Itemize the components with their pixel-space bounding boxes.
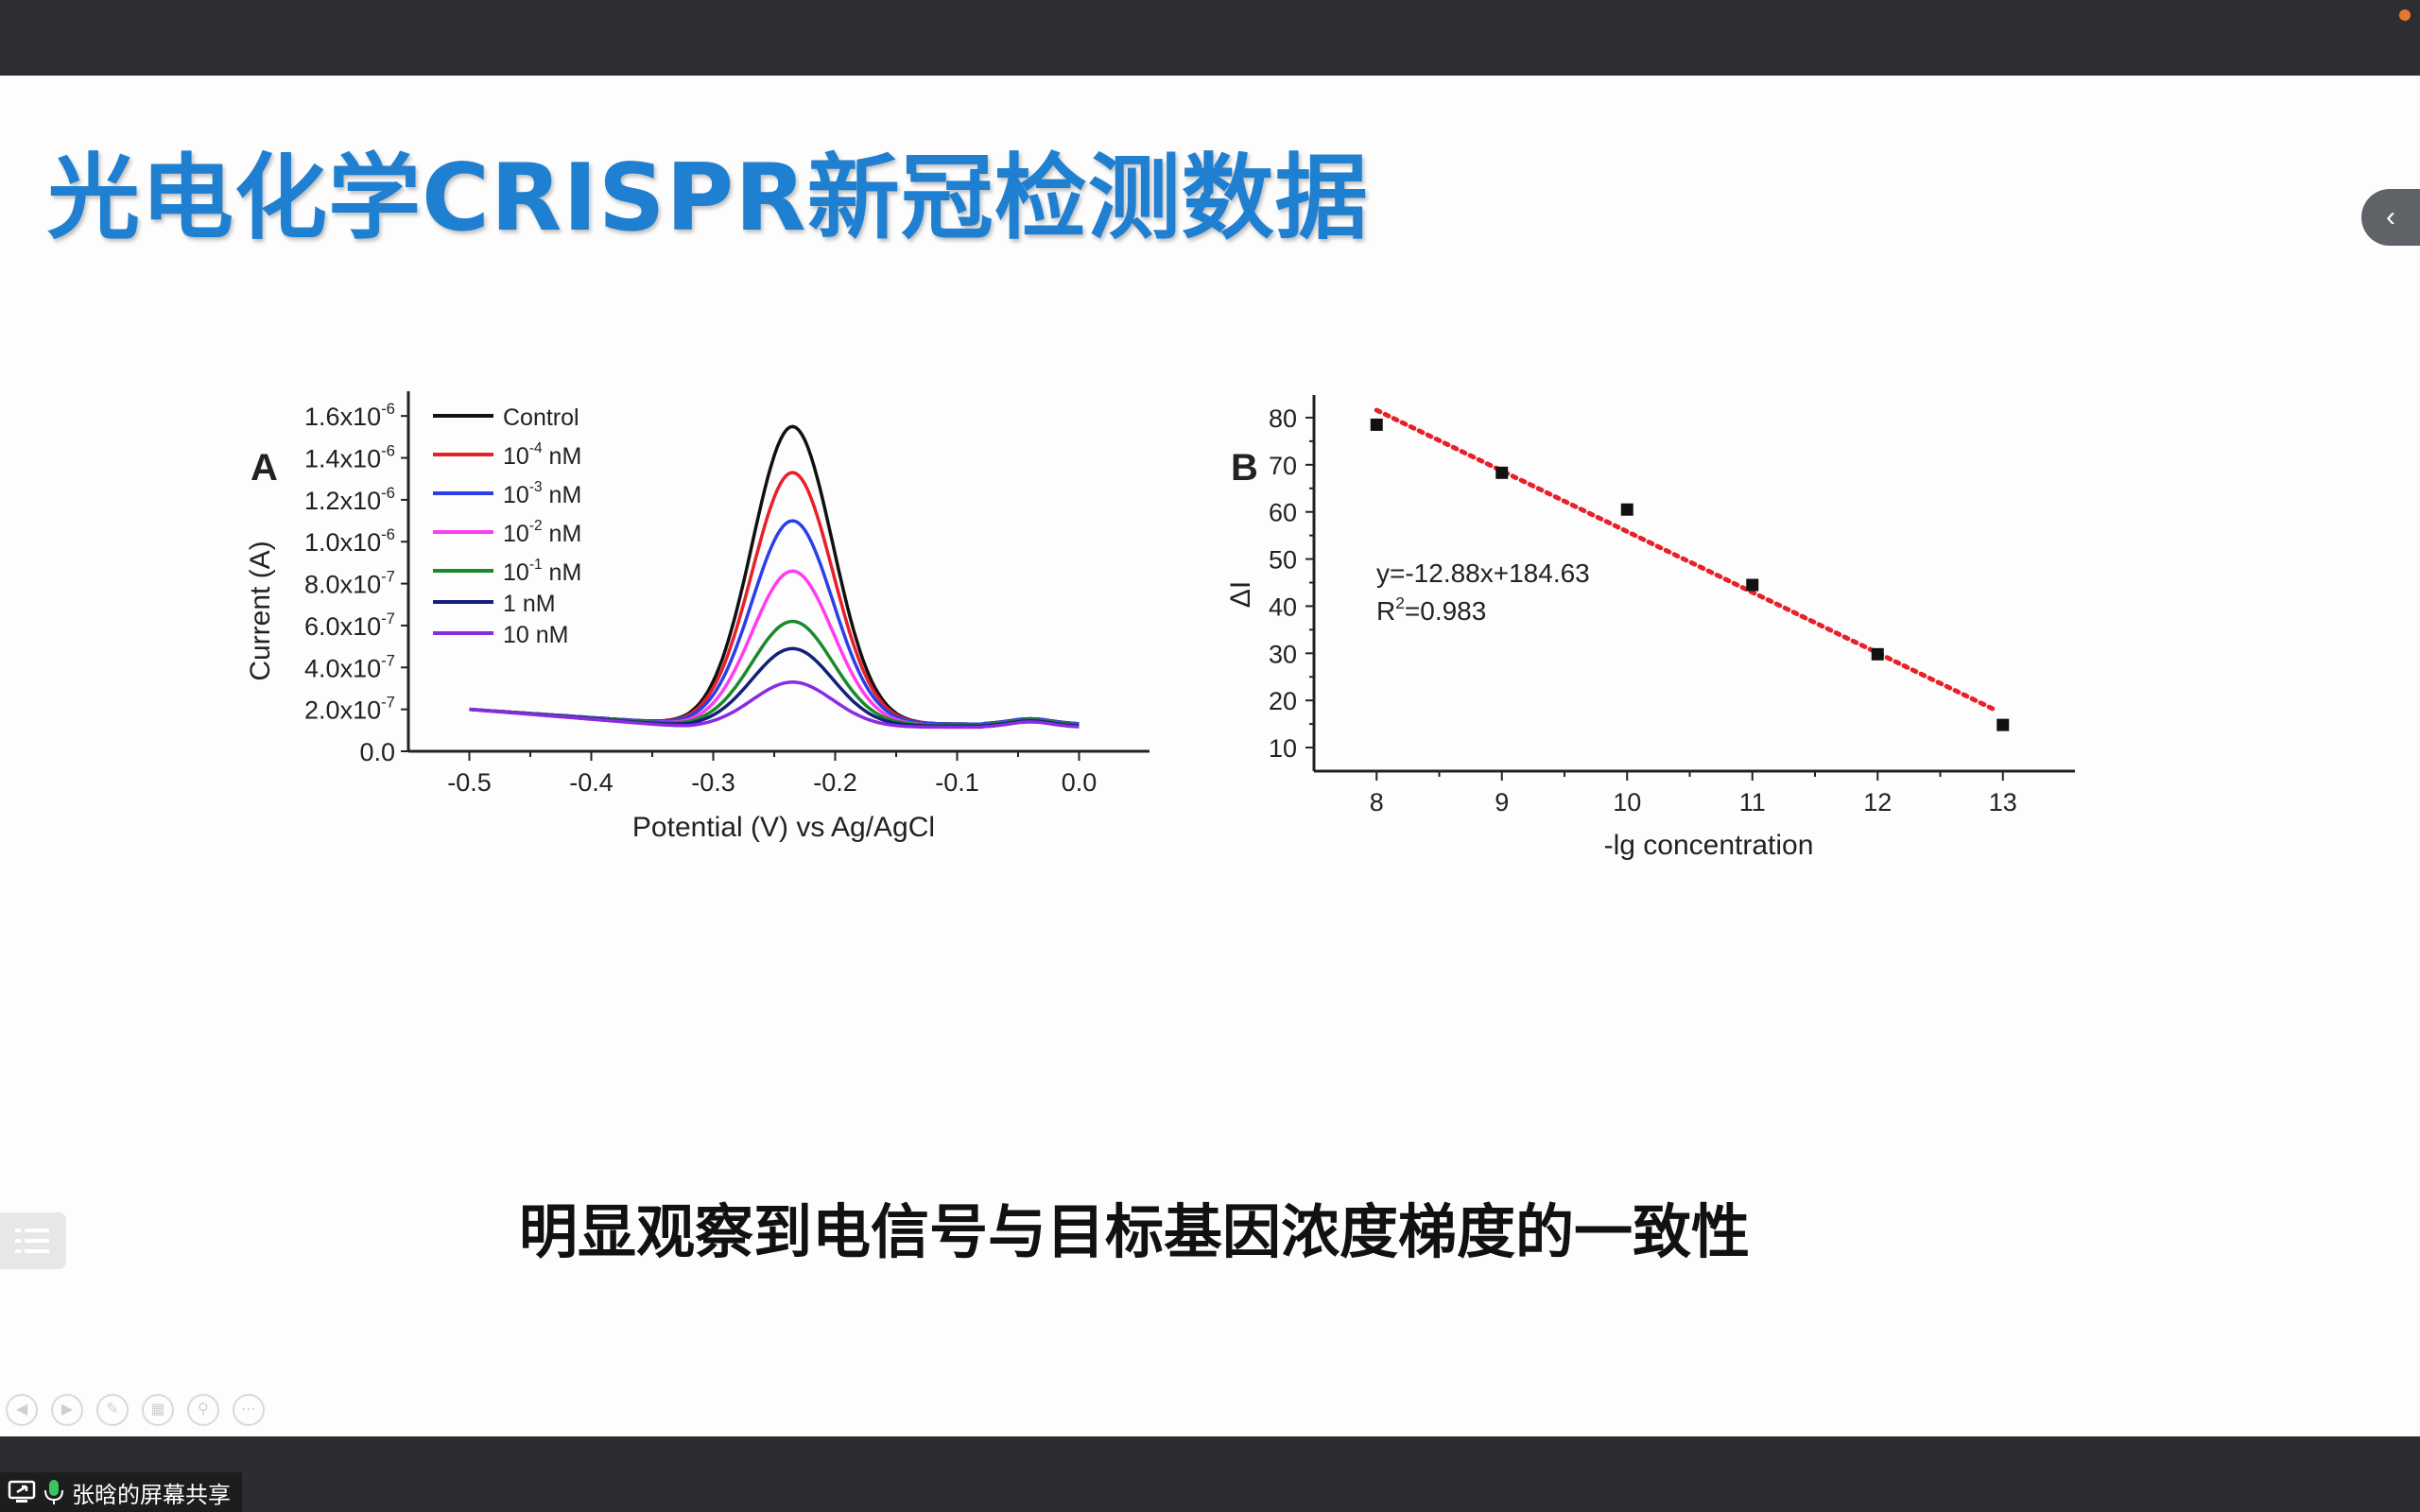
outline-button[interactable] bbox=[0, 1212, 66, 1269]
chart-a-series-line bbox=[469, 680, 1080, 730]
pen-tool-button[interactable]: ✎ bbox=[96, 1394, 129, 1426]
chart-b-svg: B 10 20 30 40 50 60 70 80 8 9 10 11 12 13 -lg concentra… bbox=[1225, 395, 2075, 861]
microphone-icon bbox=[44, 1480, 63, 1504]
chart-b-x-tick-label: 10 bbox=[1613, 788, 1641, 816]
chart-a-x-tick-label: -0.1 bbox=[935, 768, 979, 797]
chart-a-legend-label: 10-2 nM bbox=[503, 518, 581, 547]
notification-dot bbox=[2399, 9, 2411, 21]
collapse-panel-button[interactable]: ‹ bbox=[2361, 189, 2420, 246]
chart-a-y-tick-label: 6.0x10-7 bbox=[304, 610, 395, 641]
zoom-button[interactable]: ⚲ bbox=[187, 1394, 219, 1426]
chart-b-data-point bbox=[1996, 718, 2010, 731]
chevron-left-icon: ‹ bbox=[2386, 201, 2395, 232]
chart-a-legend-label: 10-1 nM bbox=[503, 557, 581, 586]
chart-b-data-point bbox=[1871, 647, 1884, 661]
chart-b-x-label: -lg concentration bbox=[1604, 830, 1814, 861]
chart-a-x-tick-label: 0.0 bbox=[1062, 768, 1098, 797]
chart-b-x-tick-label: 8 bbox=[1370, 788, 1384, 816]
more-icon: ⋯ bbox=[241, 1401, 256, 1418]
arrow-left-icon: ◀ bbox=[15, 1401, 28, 1418]
chart-b-equation: y=-12.88x+184.63 bbox=[1376, 558, 1590, 588]
chart-b-panel-label: B bbox=[1231, 447, 1258, 489]
screen-share-label: 张晗的屏幕共享 bbox=[72, 1481, 231, 1508]
bottom-bar: 张晗的屏幕共享 bbox=[0, 1436, 2420, 1512]
next-slide-button[interactable]: ▶ bbox=[51, 1394, 83, 1426]
chart-b-x-tick-label: 12 bbox=[1863, 788, 1892, 816]
screen-share-icon bbox=[8, 1480, 36, 1503]
arrow-right-icon: ▶ bbox=[60, 1401, 74, 1418]
slide-toolbar: ◀ ▶ ✎ ▦ ⚲ ⋯ bbox=[6, 1394, 265, 1428]
chart-b-data-point bbox=[1746, 578, 1759, 592]
chart-b-y-tick-label: 70 bbox=[1269, 452, 1297, 480]
chart-a-x-label: Potential (V) vs Ag/AgCl bbox=[632, 812, 935, 843]
chart-b-y-tick-label: 60 bbox=[1269, 499, 1297, 527]
conclusion-text: 明显观察到电信号与目标基因浓度梯度的一致性 bbox=[518, 1197, 1750, 1266]
grid-icon: ▦ bbox=[150, 1401, 165, 1418]
magnifier-icon: ⚲ bbox=[198, 1401, 209, 1418]
chart-b-x-tick-label: 9 bbox=[1495, 788, 1509, 816]
chart-a-y-tick-label: 8.0x10-7 bbox=[304, 568, 395, 599]
chart-a-panel-label: A bbox=[251, 447, 278, 489]
screen-share-indicator[interactable]: 张晗的屏幕共享 bbox=[0, 1472, 242, 1512]
chart-b-y-tick-label: 10 bbox=[1269, 734, 1297, 763]
chart-a-svg: A 0.0 2.0x10-7 4.0x10-7 6.0x10-7 8.0x10-7 1.0x… bbox=[245, 391, 1150, 843]
chart-b-r-squared: R2=0.983 bbox=[1376, 593, 1486, 626]
chart-a-y-tick-label: 1.2x10-6 bbox=[304, 484, 395, 515]
chart-b: B 10 20 30 40 50 60 70 80 8 9 10 11 12 13 -lg concentra… bbox=[1210, 359, 2099, 893]
chart-b-data-point bbox=[1620, 503, 1634, 516]
chart-a-legend-label: 10-4 nM bbox=[503, 440, 581, 470]
slide-title: 光电化学CRISPR新冠检测数据 bbox=[47, 145, 1369, 252]
chart-a-legend-label: 10 nM bbox=[503, 622, 568, 648]
chart-b-x-tick-label: 11 bbox=[1739, 788, 1766, 816]
chart-a-y-tick-label: 1.4x10-6 bbox=[304, 442, 395, 473]
chart-a-legend-label: Control bbox=[503, 404, 579, 431]
chart-b-data-point bbox=[1495, 466, 1509, 479]
chart-a-legend-label: 10-3 nM bbox=[503, 479, 581, 508]
slides-grid-button[interactable]: ▦ bbox=[142, 1394, 174, 1426]
chart-a-x-tick-label: -0.5 bbox=[447, 768, 492, 797]
chart-b-y-tick-label: 30 bbox=[1269, 640, 1297, 668]
chart-a-y-tick-label: 4.0x10-7 bbox=[304, 651, 395, 682]
chart-a-y-tick-label: 1.0x10-6 bbox=[304, 525, 395, 557]
chart-b-fit-line bbox=[1374, 407, 1999, 713]
more-options-button[interactable]: ⋯ bbox=[233, 1394, 265, 1426]
presentation-slide: 光电化学CRISPR新冠检测数据 ‹ A 0.0 2.0x10-7 4.0x10-7 6… bbox=[0, 76, 2420, 1436]
chart-b-y-label: ΔI bbox=[1225, 581, 1256, 608]
chart-a-x-tick-label: -0.3 bbox=[691, 768, 735, 797]
chart-b-y-tick-label: 40 bbox=[1269, 593, 1297, 621]
chart-b-y-tick-label: 80 bbox=[1269, 404, 1297, 433]
chart-a-x-tick-label: -0.4 bbox=[569, 768, 614, 797]
top-bar bbox=[0, 0, 2420, 76]
chart-b-y-tick-label: 20 bbox=[1269, 687, 1297, 715]
chart-a-y-tick-label: 1.6x10-6 bbox=[304, 400, 395, 431]
chart-a-y-tick-label: 2.0x10-7 bbox=[304, 694, 395, 725]
previous-slide-button[interactable]: ◀ bbox=[6, 1394, 38, 1426]
chart-a-x-tick-label: -0.2 bbox=[813, 768, 857, 797]
pen-icon: ✎ bbox=[106, 1401, 119, 1418]
chart-a-legend-label: 1 nM bbox=[503, 591, 556, 617]
chart-a: A 0.0 2.0x10-7 4.0x10-7 6.0x10-7 8.0x10-7 1.0x… bbox=[227, 359, 1172, 893]
chart-b-x-tick-label: 13 bbox=[1989, 788, 2017, 816]
chart-a-y-tick-label: 0.0 bbox=[359, 738, 395, 766]
chart-a-y-label: Current (A) bbox=[245, 541, 276, 680]
chart-b-data-point bbox=[1370, 418, 1383, 431]
chart-b-y-tick-label: 50 bbox=[1269, 546, 1297, 575]
